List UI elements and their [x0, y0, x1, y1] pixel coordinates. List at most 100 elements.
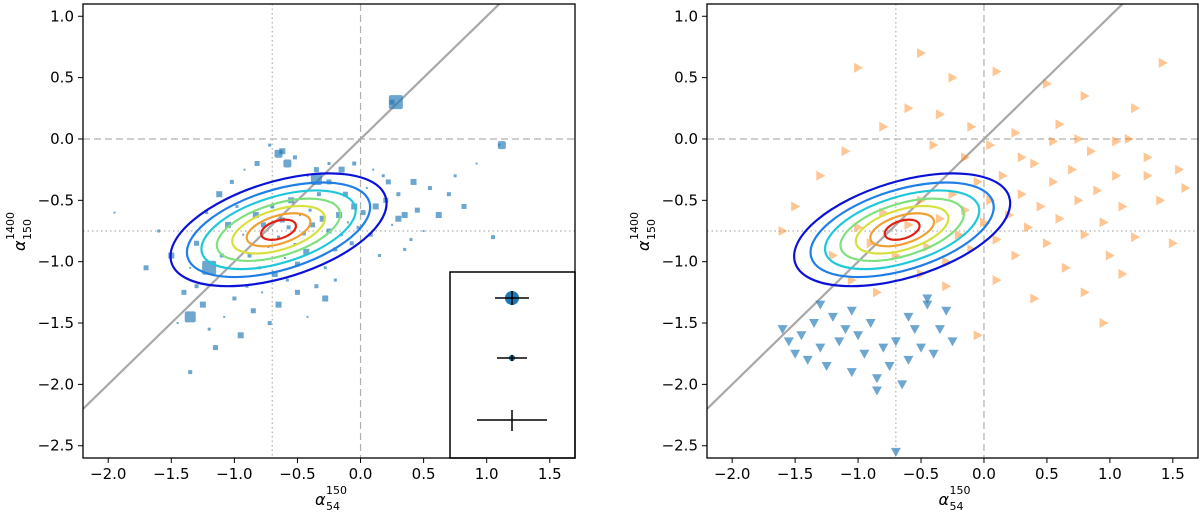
data-point — [791, 201, 801, 212]
y-tick-label: −1.5 — [38, 314, 74, 332]
data-point — [1011, 127, 1021, 138]
data-point — [973, 330, 983, 341]
data-point — [316, 192, 321, 197]
data-point — [298, 214, 301, 217]
y-tick-label: −0.5 — [662, 191, 698, 209]
data-point — [986, 195, 996, 206]
data-point — [308, 208, 312, 212]
data-point — [283, 256, 286, 259]
data-point — [235, 204, 239, 208]
data-point — [1105, 250, 1115, 261]
data-point — [199, 301, 206, 308]
data-point — [188, 370, 193, 375]
data-point — [189, 266, 192, 269]
data-point — [271, 270, 278, 277]
data-point — [1049, 136, 1059, 147]
data-point — [954, 229, 964, 240]
data-point — [871, 386, 882, 396]
data-point — [346, 221, 349, 224]
x-tick-label: −0.5 — [903, 465, 939, 483]
data-point — [1042, 238, 1052, 249]
data-point — [778, 226, 788, 236]
x-tick-label: −2.0 — [90, 465, 126, 483]
y-tick-label: 0.0 — [674, 130, 698, 148]
y-axis-label-sub: 150 — [645, 219, 658, 240]
data-point — [225, 221, 232, 228]
data-point — [254, 161, 260, 167]
data-point — [809, 319, 820, 329]
data-point — [904, 219, 914, 230]
x-axis-label: α — [315, 490, 326, 509]
density-contour-level — [854, 204, 950, 255]
data-point — [917, 48, 927, 59]
data-point — [377, 254, 381, 258]
data-point — [194, 240, 200, 246]
data-point — [176, 322, 179, 325]
data-point — [491, 235, 495, 240]
series-detections — [113, 95, 506, 375]
data-point — [947, 337, 958, 347]
data-point — [113, 211, 116, 214]
data-point — [396, 192, 401, 197]
data-point — [871, 374, 882, 384]
data-point — [395, 215, 402, 222]
data-point — [322, 295, 329, 302]
right-panel: −2.0 −1.5 −1.0 −0.5 0.0 0.5 1.0 1.5 1.0 0.5 0.0 −0.… — [628, 3, 1199, 513]
y-tick-label: −1.5 — [662, 314, 698, 332]
data-point — [306, 315, 309, 318]
data-point — [232, 296, 237, 301]
data-point — [1030, 293, 1040, 304]
x-tick-label: 1.0 — [475, 465, 499, 483]
density-contour-level — [869, 212, 936, 248]
data-point — [1086, 146, 1096, 157]
density-contour-level — [823, 189, 981, 271]
data-point — [928, 349, 939, 359]
data-point — [922, 294, 933, 304]
data-point — [475, 162, 478, 165]
data-point — [157, 229, 161, 233]
data-point — [1112, 136, 1122, 147]
y-tick-label: −1.0 — [38, 253, 74, 271]
data-point — [1181, 183, 1191, 194]
x-tick-label: 1.0 — [1098, 465, 1122, 483]
y-tick-label: −2.5 — [662, 437, 698, 455]
data-point — [1143, 152, 1153, 163]
x-axis-label: α — [939, 490, 950, 509]
data-point — [854, 222, 864, 233]
data-point — [181, 289, 187, 295]
x-axis-label-sup: 150 — [326, 484, 347, 497]
data-point — [1074, 133, 1084, 144]
data-point — [1118, 201, 1128, 212]
data-point — [1055, 119, 1065, 130]
y-tick-label: 1.0 — [674, 7, 698, 25]
data-point — [1093, 185, 1103, 196]
y-tick-label: −1.0 — [662, 253, 698, 271]
density-contour-level — [839, 197, 965, 262]
data-point — [854, 62, 864, 73]
data-point — [410, 178, 417, 185]
data-point — [967, 121, 977, 132]
data-point — [865, 319, 876, 329]
data-point — [904, 103, 914, 114]
data-point — [207, 327, 211, 331]
data-point — [365, 187, 368, 190]
data-point — [1156, 195, 1166, 206]
y-axis-label-sup: 1400 — [628, 212, 641, 240]
data-point — [338, 166, 345, 173]
data-point — [815, 343, 826, 353]
data-point — [827, 312, 838, 322]
data-point — [890, 337, 901, 347]
data-point — [237, 332, 244, 339]
data-point — [261, 291, 264, 294]
x-tick-label: 0.0 — [972, 465, 996, 483]
density-contour-level — [260, 218, 298, 241]
data-point — [942, 281, 952, 292]
density-contour-level — [245, 212, 312, 248]
x-tick-label: 0.5 — [412, 465, 436, 483]
data-point — [878, 343, 889, 353]
data-point — [243, 168, 246, 171]
data-point — [1099, 318, 1109, 329]
data-point — [796, 331, 807, 341]
one-to-one-line — [707, 4, 1125, 410]
